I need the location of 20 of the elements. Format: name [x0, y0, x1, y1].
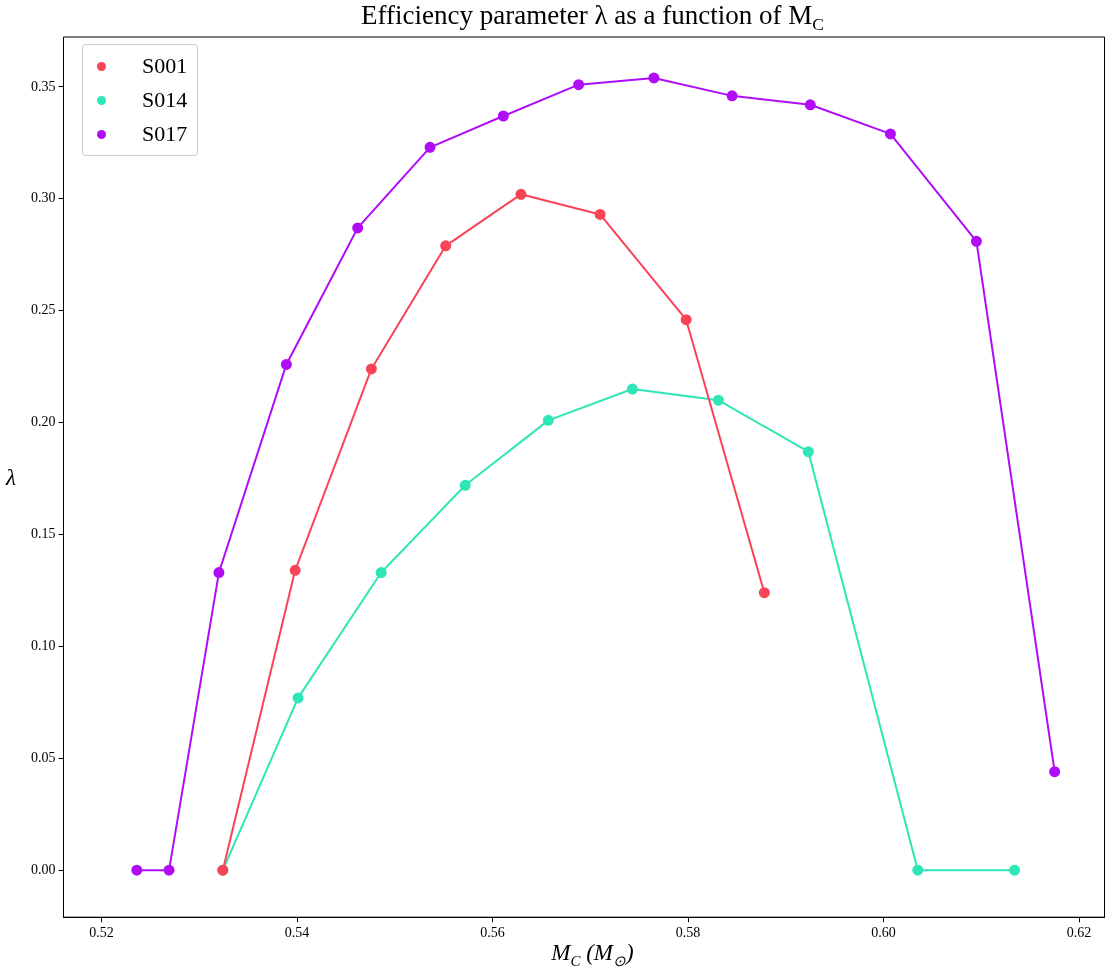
y-tick-label: 0.20 [31, 414, 56, 430]
y-tick-label: 0.10 [31, 638, 56, 654]
y-tick-label: 0.30 [31, 190, 56, 206]
legend-label: S017 [142, 121, 188, 147]
y-tick-label: 0.05 [31, 749, 56, 765]
x-tick-label: 0.52 [89, 925, 114, 941]
x-tick-label: 0.62 [1066, 925, 1092, 941]
x-tick-label: 0.54 [284, 925, 310, 941]
x-tick-label: 0.60 [871, 925, 896, 941]
y-tick-label: 0.35 [31, 78, 56, 94]
y-tick-label: 0.25 [31, 302, 56, 318]
x-tick-label: 0.56 [480, 925, 505, 941]
legend-label: S014 [142, 87, 188, 113]
x-axis-title: M$_{C}$ (M$_{⊙}$) [550, 940, 635, 970]
y-axis-title: λ [6, 465, 16, 491]
y-tick-label: 0.00 [31, 861, 56, 877]
y-tick-label: 0.15 [31, 526, 56, 542]
x-tick-label: 0.58 [675, 925, 701, 941]
legend-label: S001 [142, 53, 188, 79]
chart-title: Efficiency parameter λ as a function of M$_{C}$ [360, 0, 825, 36]
